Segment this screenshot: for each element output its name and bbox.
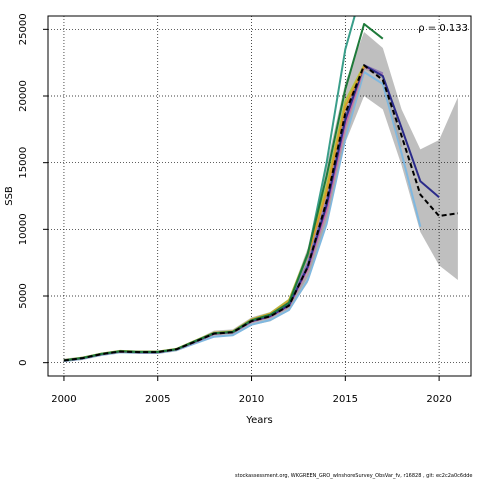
series-line-6 bbox=[63, 64, 365, 362]
y-tick-label: 20000 bbox=[18, 80, 29, 112]
series-line-1 bbox=[63, 71, 422, 363]
x-axis-title: Years bbox=[245, 415, 272, 426]
rho-annotation: ρ = 0.133 bbox=[418, 23, 468, 34]
series-line-8 bbox=[63, 16, 356, 362]
confidence-band bbox=[63, 32, 458, 362]
plot-frame bbox=[47, 15, 472, 377]
series-line-2 bbox=[63, 67, 403, 362]
footer-source-note: stockassessment.org, WKGREEN_GRO_wInshor… bbox=[235, 473, 473, 479]
series-line-9 bbox=[63, 23, 384, 362]
y-tick-label: 5000 bbox=[18, 283, 29, 308]
series-layer bbox=[63, 16, 459, 363]
series-line-10 bbox=[63, 64, 459, 362]
confidence-band-layer bbox=[63, 32, 458, 362]
y-tick-label: 10000 bbox=[18, 213, 29, 245]
y-tick-label: 0 bbox=[18, 359, 29, 365]
y-axis-title: SSB bbox=[4, 186, 15, 206]
x-tick-label: 2005 bbox=[145, 394, 170, 405]
y-tick-label: 25000 bbox=[18, 13, 29, 45]
x-tick-label: 2010 bbox=[239, 394, 264, 405]
y-tick-label: 15000 bbox=[18, 147, 29, 179]
x-tick-label: 2020 bbox=[426, 394, 451, 405]
axis-layer: 2000 2005 2010 2015 2020 0 5000 10000 15000 20000… bbox=[18, 13, 452, 405]
x-tick-label: 2000 bbox=[51, 394, 76, 405]
x-tick-label: 2015 bbox=[333, 394, 358, 405]
